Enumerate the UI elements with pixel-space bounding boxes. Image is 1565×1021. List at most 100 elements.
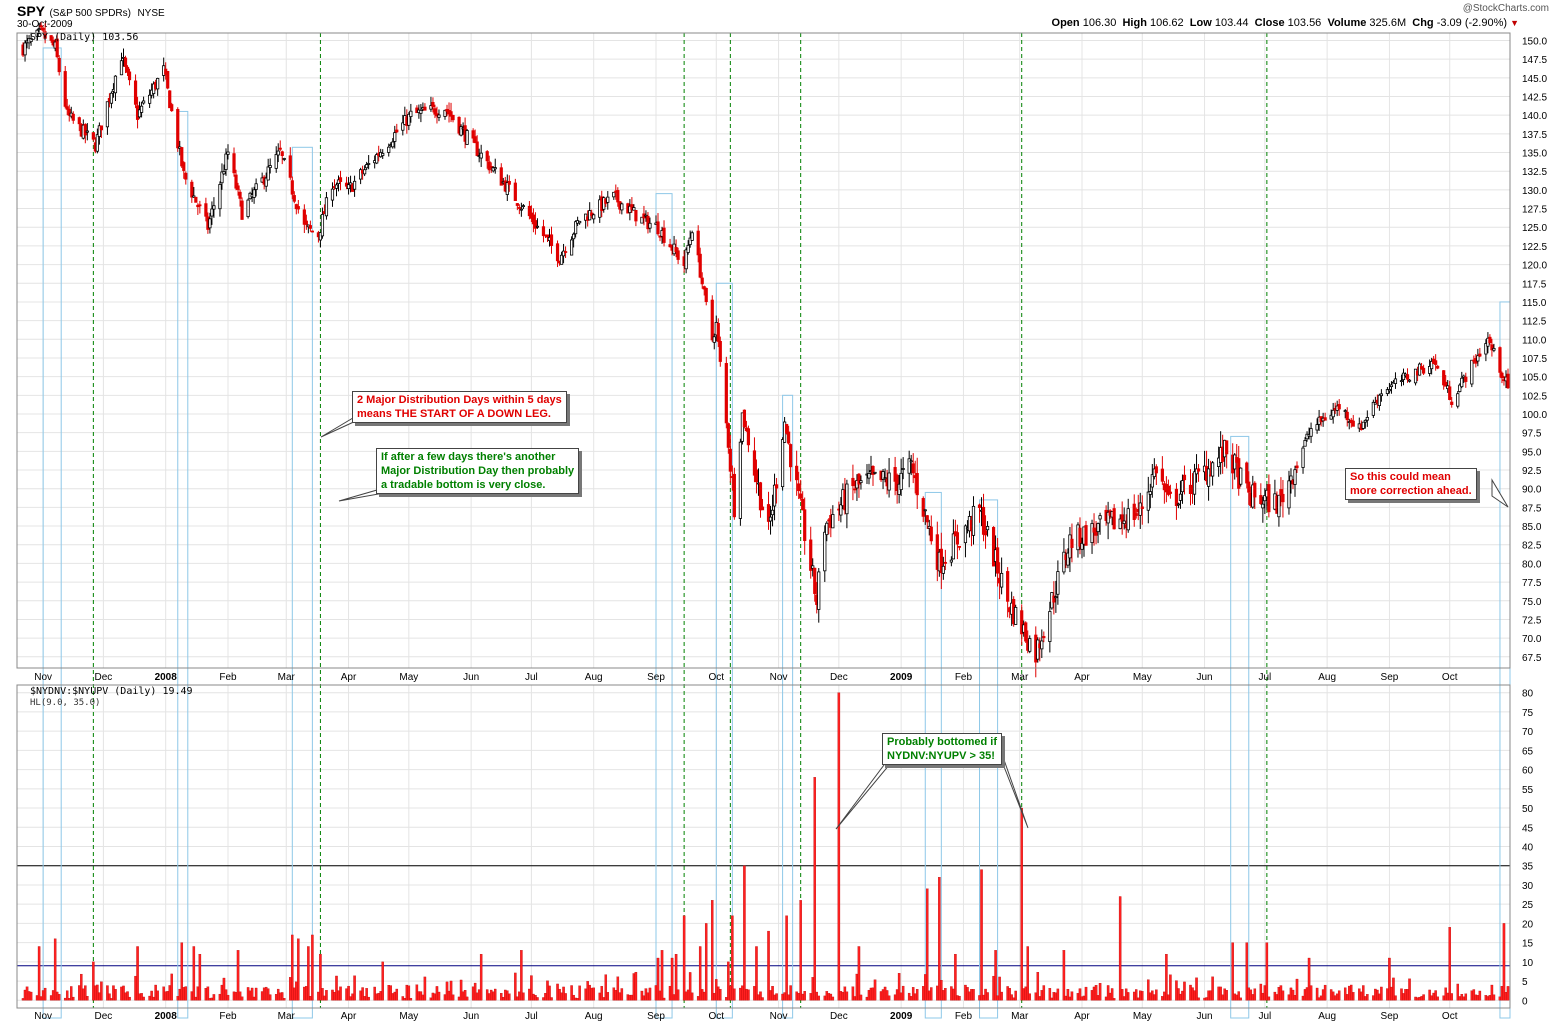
ratio-bar [885, 990, 889, 1001]
price-tick-label: 92.5 [1522, 466, 1542, 477]
price-tick-label: 72.5 [1522, 615, 1542, 626]
ratio-bar [1464, 993, 1468, 1001]
candle-body [817, 571, 821, 610]
month-label: May [1133, 1011, 1152, 1021]
ratio-tick-label: 5 [1522, 977, 1528, 988]
candle-body [1506, 373, 1510, 389]
ratio-bar [37, 946, 41, 1001]
ratio-bar [407, 985, 411, 1001]
candle-body [925, 515, 929, 523]
candle-body [407, 113, 411, 126]
ratio-bar [620, 988, 624, 1001]
price-tick-label: 140.0 [1522, 111, 1547, 122]
candle-body [572, 233, 576, 240]
candle-body [592, 214, 596, 220]
candle-body [485, 151, 489, 162]
candle-body [803, 509, 807, 541]
ratio-bar [224, 989, 228, 1001]
ratio-bar [84, 985, 87, 1001]
candle-body [648, 222, 652, 229]
month-label: Apr [341, 672, 357, 683]
candle-body [1245, 462, 1249, 484]
candle-body [1442, 370, 1446, 386]
candle-body [1098, 515, 1102, 520]
candle-body [1150, 474, 1154, 488]
ratio-bar [254, 987, 258, 1001]
candle-body [1062, 551, 1066, 573]
price-tick-label: 117.5 [1522, 279, 1547, 290]
price-tick-label: 90.0 [1522, 485, 1542, 496]
ratio-bar [1155, 989, 1158, 1001]
candle-body [1478, 353, 1482, 357]
ratio-bar [785, 915, 788, 1001]
ratio-bar [1237, 991, 1240, 1001]
candle-body [282, 158, 286, 160]
ratio-bar [789, 985, 792, 1001]
candle-body [246, 199, 250, 217]
ratio-bar [759, 991, 762, 1001]
month-label: Feb [955, 672, 973, 683]
ratio-bar [1307, 957, 1311, 1001]
candle-body [1160, 468, 1164, 482]
candle-body [352, 180, 357, 190]
candle-body [1399, 380, 1404, 383]
candle-body [71, 113, 75, 121]
candle-body [758, 482, 763, 511]
candle-body [1168, 491, 1173, 494]
ratio-bar [1394, 995, 1397, 1001]
ratio-bar [1478, 990, 1482, 1001]
candle-body [148, 94, 152, 104]
price-tick-label: 102.5 [1522, 391, 1547, 402]
candle-body [222, 171, 226, 175]
ratio-bar [656, 957, 660, 1001]
ratio-bar [1436, 996, 1439, 1001]
candle-body [1096, 523, 1100, 533]
candle-body [1138, 502, 1142, 516]
ratio-tick-label: 60 [1522, 766, 1534, 777]
highlight-box [42, 47, 62, 1019]
candle-body [561, 250, 566, 257]
candle-body [449, 111, 453, 117]
callout-pointer [835, 755, 891, 830]
month-label: Dec [830, 672, 848, 683]
ratio-bar [156, 990, 159, 1001]
ratio-bar [550, 997, 553, 1001]
month-label: Feb [219, 672, 237, 683]
note-line: more correction ahead. [1350, 485, 1472, 497]
candle-body [1118, 518, 1122, 530]
ratio-bar [690, 992, 694, 1001]
month-label: Jul [1258, 1011, 1271, 1021]
ratio-bar [522, 992, 525, 1001]
ratio-bar [548, 985, 551, 1001]
candle-body [473, 136, 477, 144]
candle-body [1094, 528, 1098, 536]
candle-body [1315, 424, 1319, 431]
ratio-bar [170, 973, 173, 1001]
highlight-box [177, 110, 189, 1019]
axes: 67.5 70.0 72.5 75.0 77.5 80.0 82.5 85.0 87.5 90.0… [16, 32, 1547, 1021]
candle-body [738, 441, 742, 519]
ratio-bar [954, 954, 957, 1001]
candle-body [1419, 366, 1424, 370]
candle-body [443, 109, 447, 117]
close-label: Close [1254, 17, 1285, 29]
candle-body [1476, 355, 1480, 362]
candle-body [1146, 491, 1150, 511]
note-line: 2 Major Distribution Days within 5 days [357, 394, 562, 406]
symbol: SPY [17, 3, 46, 19]
candle-body [1277, 494, 1281, 518]
candle-body [768, 516, 773, 522]
candle-body [276, 150, 280, 156]
candle-body [1263, 495, 1267, 502]
candle-body [105, 101, 110, 128]
candle-body [194, 196, 198, 203]
candle-body [507, 181, 511, 185]
month-label: Apr [1074, 1011, 1090, 1021]
ratio-tick-label: 55 [1522, 785, 1534, 796]
candle-body [97, 125, 101, 138]
ratio-bar [1028, 993, 1031, 1001]
candle-body [893, 467, 897, 482]
candle-body [252, 189, 256, 198]
candle-body [1132, 503, 1136, 520]
ratio-bar [727, 961, 730, 1001]
